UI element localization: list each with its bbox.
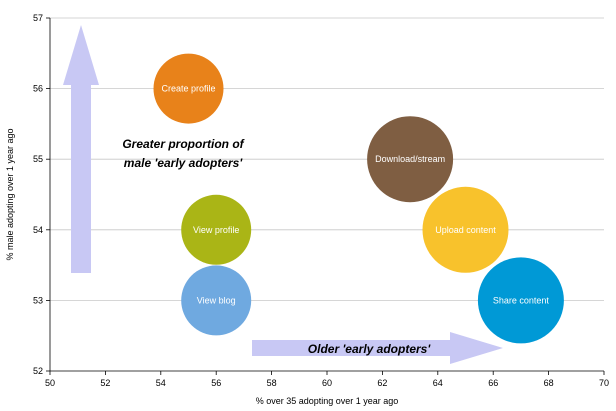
bubble-download-stream	[367, 116, 454, 203]
x-tick-label: 58	[267, 378, 277, 388]
x-tick-label: 52	[100, 378, 110, 388]
annotation-texts: Greater proportion of male 'early adopter…	[122, 137, 431, 356]
x-tick-label: 60	[322, 378, 332, 388]
x-tick-label: 62	[377, 378, 387, 388]
y-tick-label: 53	[33, 295, 43, 305]
x-tick-label: 64	[433, 378, 443, 388]
y-tick-label: 57	[33, 13, 43, 23]
x-tick-label: 66	[488, 378, 498, 388]
bubble-label: Share content	[493, 295, 550, 305]
up-arrow	[63, 25, 99, 273]
bubble-view-profile	[181, 194, 252, 265]
x-tick-label: 54	[156, 378, 166, 388]
y-tick-label: 54	[33, 225, 43, 235]
x-tick-label: 70	[599, 378, 609, 388]
annotation-arrows	[63, 25, 503, 364]
y-axis-title: % male adopting over 1 year ago	[5, 128, 15, 260]
x-tick-label: 56	[211, 378, 221, 388]
bubble-view-blog	[181, 265, 252, 336]
x-tick-label: 50	[45, 378, 55, 388]
bubble-create-profile	[153, 53, 224, 124]
annotation-male-line: Greater proportion of	[122, 137, 244, 151]
y-tick-label: 55	[33, 154, 43, 164]
right-arrow	[252, 332, 503, 364]
x-tick-label: 68	[544, 378, 554, 388]
bubble-label: View blog	[197, 295, 236, 305]
bubble-label: View profile	[193, 225, 239, 235]
bubble-label: Create profile	[161, 84, 215, 94]
y-tick-label: 56	[33, 84, 43, 94]
bubble-label: Download/stream	[375, 154, 445, 164]
y-tick-label: 52	[33, 366, 43, 376]
bubble-upload-content	[422, 186, 509, 273]
x-axis-title: % over 35 adopting over 1 year ago	[256, 396, 399, 406]
bubbles: Create profile View profile View blog Downl…	[153, 53, 564, 344]
bubble-share-content	[477, 257, 564, 344]
annotation-male-line: male 'early adopters'	[124, 156, 244, 170]
annotation-older-line: Older 'early adopters'	[308, 342, 432, 356]
bubble-label: Upload content	[435, 225, 496, 235]
